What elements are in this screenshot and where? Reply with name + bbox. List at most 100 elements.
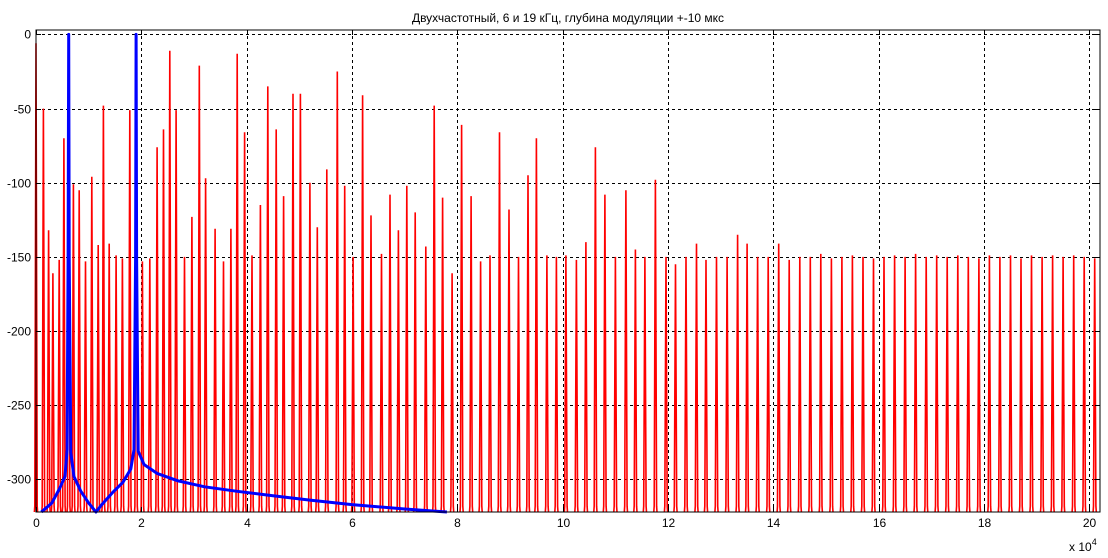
red-spike [449, 273, 455, 513]
red-spike [265, 86, 271, 513]
red-spike [683, 256, 689, 513]
red-spike [786, 259, 792, 513]
red-spike [342, 185, 348, 513]
red-spike [506, 209, 512, 513]
red-spike [290, 93, 296, 513]
red-spike [987, 255, 992, 513]
red-spike [249, 255, 255, 513]
red-spike [818, 253, 824, 513]
red-spike [1060, 256, 1066, 513]
red-spike [189, 216, 195, 513]
red-spike [167, 50, 173, 513]
red-spike [934, 255, 940, 513]
red-spike [583, 242, 589, 513]
x-tick-label: 14 [767, 516, 781, 530]
red-spike [350, 256, 356, 513]
red-spike [334, 71, 340, 513]
red-spike [544, 255, 550, 513]
red-spike [642, 256, 648, 513]
x-tick-label: 8 [454, 516, 461, 530]
x-tick-label: 2 [138, 516, 145, 530]
y-tick-label: -200 [7, 325, 31, 339]
red-spike [673, 264, 678, 513]
red-spike [431, 105, 437, 513]
red-spike [273, 129, 279, 513]
red-spike [653, 179, 658, 513]
red-spike [623, 190, 629, 513]
red-spike [212, 228, 218, 513]
red-spike [459, 124, 464, 513]
x-multiplier-text: x 10 [1069, 540, 1092, 554]
x-tick-label: 16 [873, 516, 887, 530]
y-tick-label: -100 [7, 177, 31, 191]
y-tick-label: -50 [14, 103, 32, 117]
x-tick-label: 0 [33, 516, 40, 530]
red-spike [50, 273, 56, 513]
red-spike [412, 212, 418, 513]
red-spike-series [33, 43, 1098, 513]
red-spike [324, 169, 330, 513]
red-spike [314, 227, 320, 513]
red-spike [965, 256, 971, 513]
red-spike [765, 256, 771, 513]
plot-border [35, 29, 1101, 513]
red-spike [83, 261, 88, 513]
red-spike [850, 255, 855, 513]
red-spike [744, 243, 750, 513]
red-spike [703, 259, 709, 513]
red-spike [61, 138, 67, 513]
red-spike [534, 138, 539, 513]
red-spike [602, 194, 608, 513]
red-spike [228, 228, 234, 513]
red-spike [574, 259, 579, 513]
red-spike [71, 184, 76, 513]
red-spike [881, 256, 887, 513]
red-spike [593, 147, 598, 513]
red-spike [154, 147, 160, 513]
red-spike [613, 256, 618, 513]
red-spike [196, 65, 202, 513]
y-tick-label: -250 [7, 399, 31, 413]
red-spike [56, 259, 62, 513]
red-spike [497, 132, 502, 513]
red-spike [563, 255, 569, 513]
x-tick-label: 12 [662, 516, 676, 530]
red-spike [298, 93, 303, 513]
red-spike [776, 243, 782, 513]
y-tick-label: 0 [24, 28, 31, 42]
red-spike [360, 95, 365, 513]
red-spike [1039, 256, 1045, 513]
red-spike [892, 255, 897, 513]
red-spike [797, 256, 803, 513]
red-spike [829, 258, 834, 513]
red-spike [478, 261, 483, 513]
y-tick-label: -150 [7, 251, 31, 265]
x-tick-label: 10 [557, 516, 571, 530]
red-spike [234, 53, 240, 513]
red-spike [76, 190, 82, 513]
red-spike [554, 256, 559, 513]
red-spike [161, 129, 166, 513]
red-spike [182, 256, 187, 513]
red-spike [1008, 255, 1013, 513]
red-spike [368, 215, 374, 513]
red-spike [1092, 258, 1098, 513]
red-spike [242, 132, 247, 513]
x-tick-label: 4 [244, 516, 251, 530]
y-tick-label: -300 [7, 473, 31, 487]
red-spike [1018, 258, 1024, 513]
chart-title: Двухчастотный, 6 и 19 кГц, глубина модул… [412, 11, 724, 25]
red-spike [423, 246, 429, 513]
red-spike [516, 256, 521, 513]
red-spike [1081, 256, 1087, 513]
red-spike [714, 256, 719, 513]
red-spike [203, 178, 208, 513]
red-spike [106, 243, 112, 513]
red-spike [440, 197, 445, 513]
red-spike [724, 256, 730, 513]
blue-line [40, 32, 448, 514]
red-spike [944, 256, 950, 513]
plot-area [36, 30, 1100, 512]
